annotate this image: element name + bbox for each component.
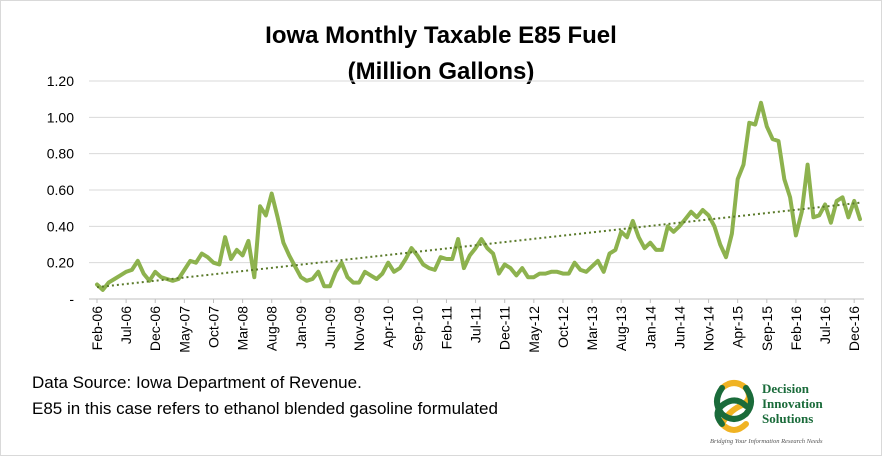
x-tick-label: Jul-06	[118, 306, 134, 344]
x-tick-label: Jul-11	[468, 306, 484, 343]
x-tick-label: Jun-14	[671, 306, 687, 349]
gridlines	[89, 80, 864, 264]
x-tick-label: Jan-09	[293, 306, 309, 349]
data-source-note: Data Source: Iowa Department of Revenue.	[32, 373, 362, 392]
x-tick-label: Mar-08	[235, 306, 251, 351]
x-tick-label: Jan-14	[642, 306, 658, 349]
x-tick-label: Aug-13	[613, 306, 629, 351]
chart-title: Iowa Monthly Taxable E85 Fuel	[265, 22, 617, 49]
logo-tagline: Bridging Your Information Research Needs	[710, 438, 823, 445]
y-tick-label: 0.80	[47, 146, 74, 162]
logo-knot-icon	[714, 380, 754, 433]
x-tick-label: Jun-09	[322, 306, 338, 349]
company-logo: Decision Innovation Solutions Bridging Y…	[706, 378, 876, 448]
x-tick-label: Apr-10	[380, 306, 396, 348]
x-tick-label: Sep-10	[409, 306, 425, 351]
line-chart: - 0.20 0.40 0.60 0.80 1.00 1.20 Feb-06 Jul-06 De…	[47, 73, 864, 353]
x-tick-label: Mar-13	[584, 306, 600, 351]
x-tick-label: Oct-07	[205, 306, 221, 348]
e85-definition-note: E85 in this case refers to ethanol blend…	[32, 399, 498, 418]
e85-fuel-series-line	[95, 100, 862, 292]
x-tick-label: Jul-16	[817, 306, 833, 344]
x-tick-label: Feb-06	[89, 306, 105, 351]
logo-line1: Decision	[762, 381, 809, 396]
x-tick-label: Dec-16	[846, 306, 862, 351]
x-tick-label: Oct-12	[555, 306, 571, 348]
y-axis-ticks: - 0.20 0.40 0.60 0.80 1.00 1.20	[47, 73, 75, 307]
x-tick-label: Feb-16	[788, 306, 804, 351]
y-tick-label: 0.20	[47, 255, 74, 271]
y-tick-label: 0.40	[47, 218, 74, 234]
x-tick-label: Dec-11	[497, 306, 513, 350]
x-tick-label: May-12	[526, 306, 542, 353]
x-tick-label: Aug-08	[264, 306, 280, 351]
x-tick-label: Nov-09	[351, 306, 367, 351]
y-tick-label: -	[69, 291, 74, 307]
series-group	[95, 100, 862, 292]
x-axis-ticks: Feb-06 Jul-06 Dec-06 May-07 Oct-07 Mar-08 Aug-…	[89, 299, 862, 353]
logo-line3: Solutions	[762, 411, 814, 426]
y-tick-label: 0.60	[47, 182, 74, 198]
x-tick-label: May-07	[176, 306, 192, 353]
x-tick-label: Nov-14	[701, 306, 717, 351]
x-tick-label: Apr-15	[730, 306, 746, 348]
y-tick-label: 1.20	[47, 73, 74, 89]
logo-line2: Innovation	[762, 396, 823, 411]
x-tick-label: Sep-15	[759, 306, 775, 351]
x-tick-label: Dec-06	[147, 306, 163, 351]
x-tick-label: Feb-11	[438, 306, 454, 350]
y-tick-label: 1.00	[47, 109, 74, 125]
